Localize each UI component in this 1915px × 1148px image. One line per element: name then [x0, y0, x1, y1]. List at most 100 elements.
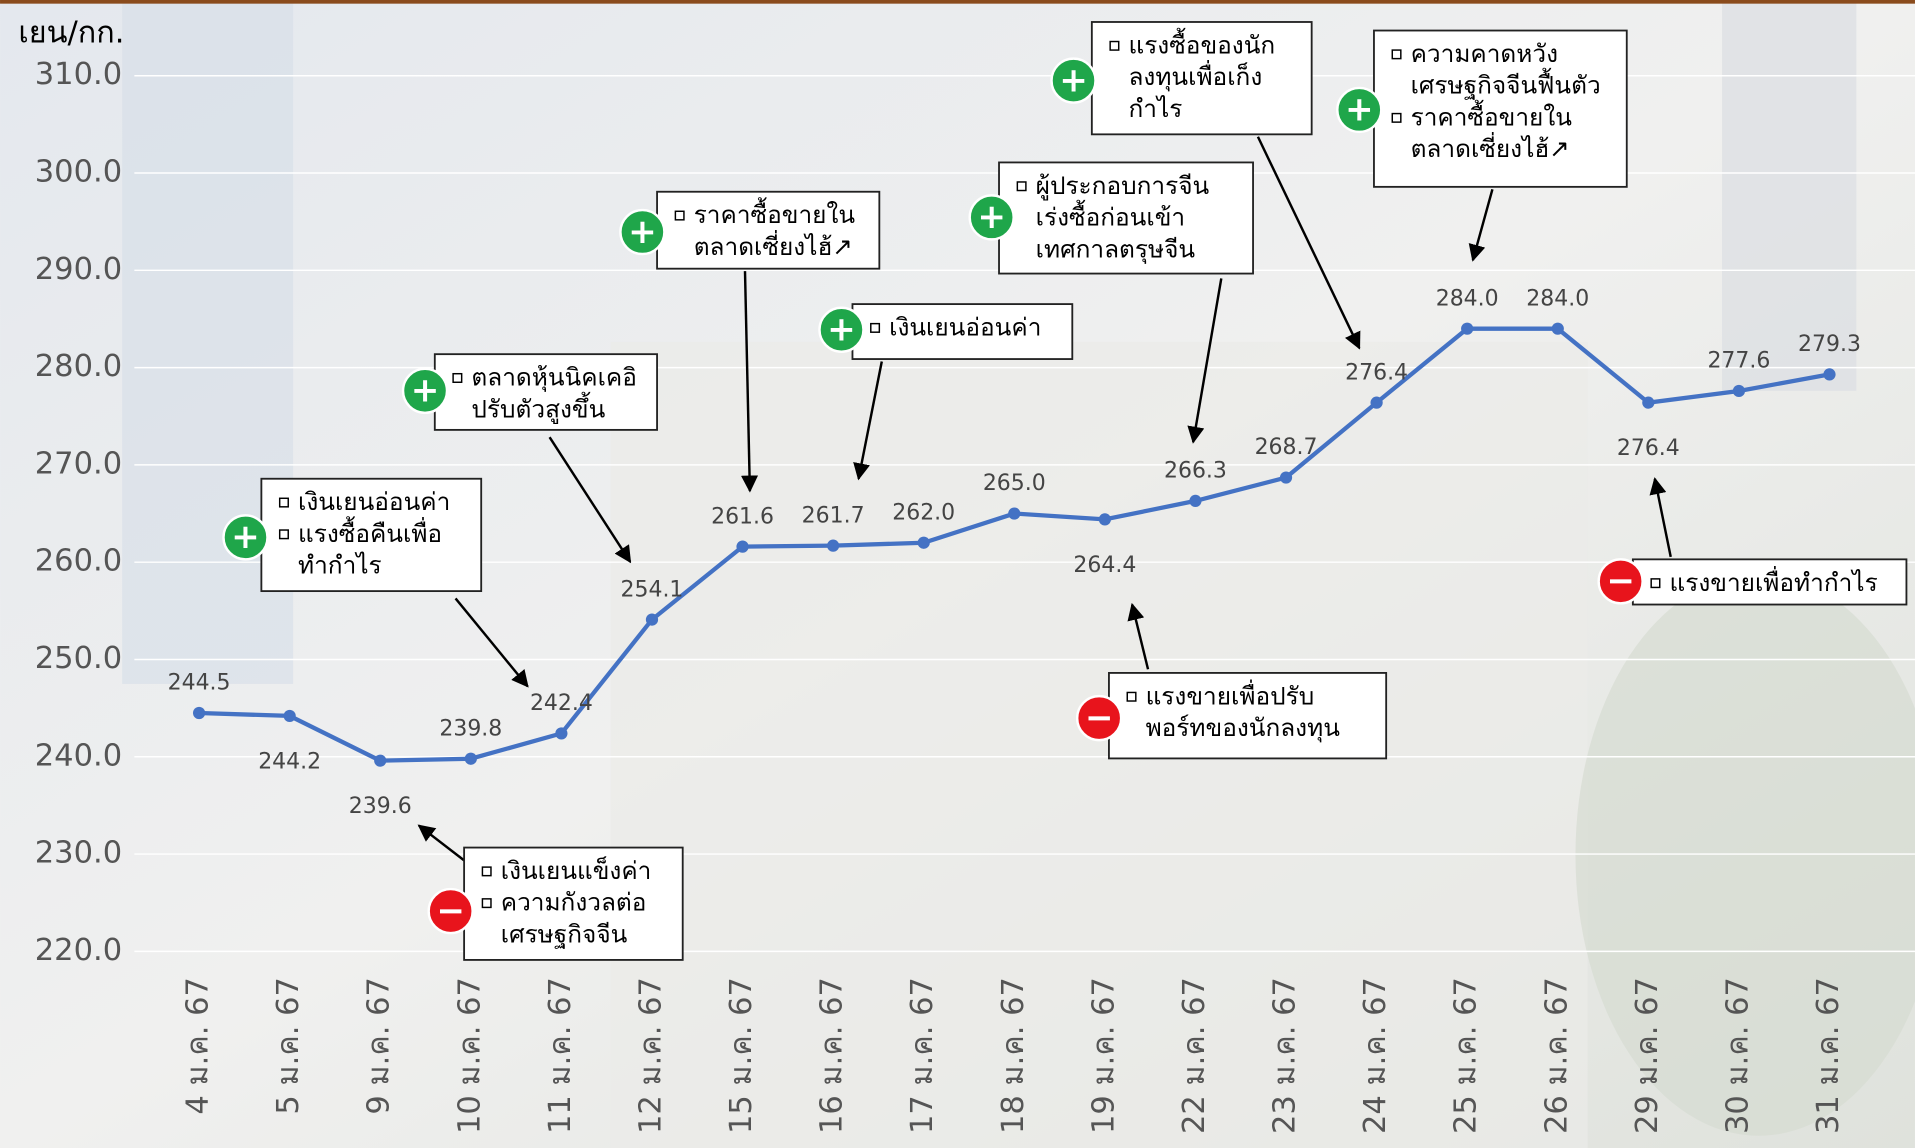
sign-text: − — [1606, 561, 1635, 601]
x-tick-label: 9 ม.ค. 67 — [362, 977, 397, 1115]
value-label: 266.3 — [1164, 459, 1227, 484]
sign-text: + — [827, 309, 856, 349]
x-tick-label: 5 ม.ค. 67 — [271, 977, 306, 1115]
annotation-text: ราคาซื้อขายใน — [694, 197, 856, 229]
value-label: 239.6 — [349, 794, 412, 819]
x-tick-label: 19 ม.ค. 67 — [1086, 977, 1121, 1134]
value-label: 265.0 — [983, 471, 1046, 496]
sign-text: − — [436, 891, 465, 931]
annotation-text: แรงซื้อของนัก — [1128, 27, 1275, 59]
annotation-text: เศรษฐกิจจีน — [501, 919, 628, 948]
data-point — [284, 710, 296, 722]
value-label: 261.6 — [711, 504, 774, 529]
chart: เยน/กก. 220.0 230.0 240.0 250.0 260.0 270.0 28… — [0, 0, 1915, 1148]
y-tick-label: 260.0 — [35, 544, 122, 579]
annotation-text: เงินเยนอ่อนค่า — [889, 313, 1041, 342]
data-point — [1461, 323, 1473, 335]
data-point — [555, 727, 567, 739]
sign-text: + — [628, 212, 657, 252]
y-axis-label: เยน/กก. — [18, 16, 124, 51]
value-label: 284.0 — [1526, 286, 1589, 311]
value-label: 268.7 — [1255, 435, 1318, 460]
y-tick-label: 310.0 — [35, 57, 122, 92]
y-tick-label: 300.0 — [35, 155, 122, 190]
annotation-text: ลงทุนเพื่อเก็ง — [1128, 60, 1262, 92]
data-point — [1370, 397, 1382, 409]
sign-text: + — [1345, 90, 1374, 130]
page: {"chart_data": {"type": "line", "y_label… — [0, 0, 1915, 1148]
value-label: 264.4 — [1073, 553, 1136, 578]
value-label: 276.4 — [1617, 436, 1680, 461]
value-label: 254.1 — [621, 577, 684, 602]
annotation-text: ตลาดเซี่ยงไฮ้↗ — [694, 230, 853, 261]
value-label: 261.7 — [802, 503, 865, 528]
data-point — [1280, 471, 1292, 483]
x-tick-label: 4 ม.ค. 67 — [181, 977, 216, 1115]
sign-text: + — [411, 371, 440, 411]
data-point — [193, 707, 205, 719]
sign-text: + — [1059, 60, 1088, 100]
x-tick-label: 17 ม.ค. 67 — [905, 977, 940, 1134]
x-tick-label: 12 ม.ค. 67 — [633, 977, 668, 1134]
annotation-text: เร่งซื้อก่อนเข้า — [1036, 200, 1185, 232]
x-tick-label: 16 ม.ค. 67 — [815, 977, 850, 1134]
annotation-text: ความคาดหวัง — [1411, 39, 1558, 68]
data-point — [736, 541, 748, 553]
data-point — [1642, 397, 1654, 409]
annotation-text: เทศกาลตรุษจีน — [1036, 234, 1196, 264]
x-tick-label: 30 ม.ค. 67 — [1720, 977, 1755, 1134]
data-point — [374, 755, 386, 767]
x-tick-label: 25 ม.ค. 67 — [1449, 977, 1484, 1134]
y-tick-label: 240.0 — [35, 738, 122, 773]
y-tick-label: 280.0 — [35, 349, 122, 384]
value-label: 276.4 — [1345, 360, 1408, 385]
y-tick-label: 270.0 — [35, 446, 122, 481]
annotation-text: แรงซื้อคืนเพื่อ — [298, 516, 442, 548]
annotation-text: ผู้ประกอบการจีน — [1036, 171, 1210, 201]
x-tick-label: 15 ม.ค. 67 — [724, 977, 759, 1134]
top-border — [0, 0, 1915, 4]
value-label: 279.3 — [1798, 332, 1861, 357]
data-point — [918, 537, 930, 549]
y-tick-label: 250.0 — [35, 641, 122, 676]
data-point — [827, 540, 839, 552]
data-point — [1552, 323, 1564, 335]
annotation-text: ปรับตัวสูงขึ้น — [471, 391, 605, 424]
value-label: 239.8 — [439, 716, 502, 741]
annotation-text: ราคาซื้อขายใน — [1411, 99, 1573, 131]
x-tick-label: 31 ม.ค. 67 — [1811, 977, 1846, 1134]
annotation-text: เงินเยนอ่อนค่า — [298, 487, 450, 516]
value-label: 244.2 — [258, 749, 321, 774]
data-point — [1008, 507, 1020, 519]
sign-text: + — [231, 517, 260, 557]
data-point — [1733, 385, 1745, 397]
annotation-text: แรงขายเพื่อปรับ — [1146, 679, 1315, 710]
data-point — [465, 753, 477, 765]
annotation-text: แรงขายเพื่อทำกำไร — [1670, 566, 1878, 597]
annotation-text: เศรษฐกิจจีนฟื้นตัว — [1411, 68, 1601, 100]
x-tick-label: 18 ม.ค. 67 — [996, 977, 1031, 1134]
value-label: 277.6 — [1707, 349, 1770, 374]
data-point — [646, 613, 658, 625]
x-tick-label: 26 ม.ค. 67 — [1539, 977, 1574, 1134]
annotation-text: ตลาดเซี่ยงไฮ้↗ — [1411, 132, 1570, 163]
x-tick-label: 24 ม.ค. 67 — [1358, 977, 1393, 1134]
value-label: 262.0 — [892, 500, 955, 525]
x-tick-label: 22 ม.ค. 67 — [1177, 977, 1212, 1134]
value-label: 244.5 — [168, 671, 231, 696]
x-tick-label: 11 ม.ค. 67 — [543, 977, 578, 1134]
sign-text: − — [1085, 698, 1114, 738]
data-point — [1189, 495, 1201, 507]
y-tick-label: 230.0 — [35, 836, 122, 871]
x-tick-label: 29 ม.ค. 67 — [1630, 977, 1665, 1134]
data-point — [1823, 368, 1835, 380]
value-label: 284.0 — [1436, 286, 1499, 311]
annotation-text: กำไร — [1128, 94, 1182, 123]
annotation-text: เงินเยนแข็งค่า — [501, 855, 652, 885]
annotation-text: พอร์ทของนักลงทุน — [1146, 713, 1341, 743]
annotation-text: ตลาดหุ้นนิคเคอิ — [471, 363, 636, 393]
annotation-text: ทำกำไร — [298, 551, 382, 580]
y-tick-label: 290.0 — [35, 252, 122, 287]
y-tick-label: 220.0 — [35, 933, 122, 968]
annotation-text: ความกังวลต่อ — [501, 888, 647, 917]
